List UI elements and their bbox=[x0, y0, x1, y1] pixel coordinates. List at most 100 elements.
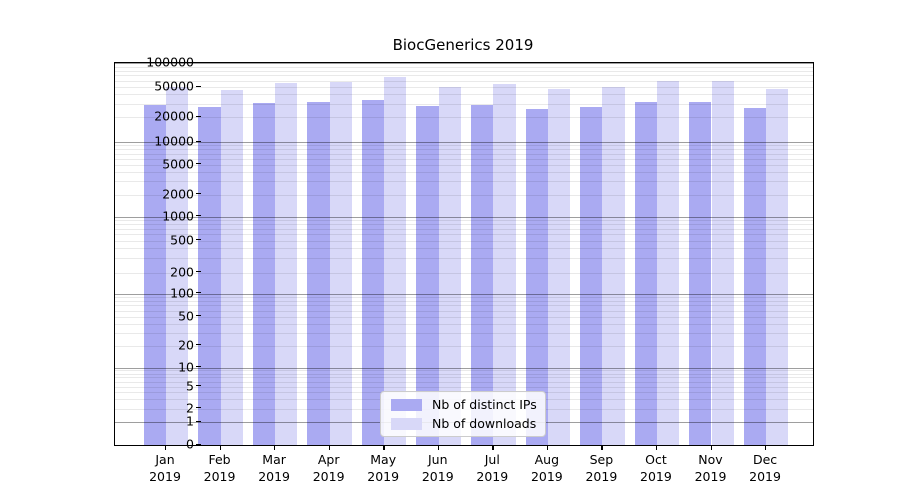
legend-label-distinct-ips: Nb of distinct IPs bbox=[432, 397, 537, 412]
gridline-80000 bbox=[115, 70, 813, 72]
y-tick-20000 bbox=[196, 115, 201, 117]
bar-mar-distinct-ips bbox=[252, 102, 276, 445]
y-tick-label-10: 10 bbox=[178, 359, 194, 374]
gridline-10000 bbox=[115, 142, 813, 143]
chart-title: BiocGenerics 2019 bbox=[392, 36, 534, 54]
gridline-800 bbox=[115, 224, 813, 226]
bar-dec-downloads bbox=[766, 89, 789, 445]
gridline-30000 bbox=[115, 103, 813, 105]
bar-apr-downloads bbox=[329, 82, 352, 445]
bar-sep-distinct-ips bbox=[580, 107, 603, 445]
gridline-100000 bbox=[115, 63, 813, 64]
bar-feb-distinct-ips bbox=[198, 107, 221, 445]
x-tick-aug bbox=[546, 445, 549, 450]
legend-swatch-downloads bbox=[391, 417, 422, 430]
x-tick-apr bbox=[328, 445, 331, 450]
gridline-80 bbox=[115, 300, 813, 302]
y-tick-0 bbox=[196, 443, 201, 445]
x-tick-jul bbox=[492, 445, 494, 450]
y-tick-10000 bbox=[196, 140, 201, 142]
x-tick-label-feb: Feb 2019 bbox=[203, 452, 236, 484]
bar-jun-downloads bbox=[438, 87, 462, 445]
bar-may-downloads bbox=[384, 77, 407, 445]
y-tick-label-10000: 10000 bbox=[154, 133, 194, 149]
gridline-7000 bbox=[115, 153, 813, 155]
x-tick-label-mar: Mar 2019 bbox=[258, 452, 290, 484]
gridline-20000 bbox=[115, 117, 813, 118]
y-tick-label-20000: 20000 bbox=[154, 108, 194, 124]
x-tick-label-jun: Jun 2019 bbox=[421, 452, 454, 484]
bar-jul-distinct-ips bbox=[471, 104, 494, 445]
bar-nov-downloads bbox=[711, 81, 734, 445]
gridline-7 bbox=[115, 377, 813, 379]
y-tick-2000 bbox=[196, 193, 201, 195]
gridline-8000 bbox=[115, 149, 813, 151]
x-tick-label-nov: Nov 2019 bbox=[694, 452, 727, 484]
x-tick-nov bbox=[710, 445, 712, 450]
x-tick-may bbox=[383, 445, 385, 450]
x-tick-label-dec: Dec 2019 bbox=[749, 452, 781, 484]
x-tick-label-jul: Jul 2019 bbox=[476, 452, 509, 484]
gridline-40000 bbox=[115, 94, 813, 96]
legend-item-downloads: Nb of downloads bbox=[381, 416, 545, 431]
y-tick-label-100: 100 bbox=[170, 285, 194, 300]
bar-oct-distinct-ips bbox=[634, 101, 657, 445]
y-tick-label-50: 50 bbox=[178, 308, 194, 323]
gridline-70 bbox=[115, 305, 813, 307]
x-tick-jun bbox=[437, 445, 440, 450]
y-tick-label-1: 1 bbox=[186, 413, 194, 429]
bar-aug-distinct-ips bbox=[525, 109, 548, 445]
x-tick-label-sep: Sep 2019 bbox=[585, 452, 618, 484]
gridline-4000 bbox=[115, 171, 813, 173]
gridline-5000 bbox=[115, 164, 813, 166]
gridline-30 bbox=[115, 332, 813, 334]
gridline-100 bbox=[115, 293, 813, 295]
gridline-2000 bbox=[115, 194, 813, 196]
y-tick-label-5000: 5000 bbox=[162, 156, 194, 171]
gridline-6 bbox=[115, 381, 813, 383]
x-tick-oct bbox=[655, 445, 658, 450]
plot-area bbox=[114, 62, 814, 446]
bar-oct-downloads bbox=[657, 81, 680, 445]
y-tick-label-20: 20 bbox=[178, 337, 194, 352]
gridline-9000 bbox=[115, 145, 813, 147]
bar-jun-distinct-ips bbox=[416, 106, 439, 445]
bar-jul-downloads bbox=[493, 84, 516, 445]
bar-mar-downloads bbox=[275, 82, 298, 445]
bar-aug-downloads bbox=[547, 88, 571, 445]
x-tick-mar bbox=[274, 445, 276, 450]
gridline-9 bbox=[115, 370, 813, 372]
x-tick-feb bbox=[219, 445, 221, 450]
x-tick-dec bbox=[765, 445, 767, 450]
x-tick-label-oct: Oct 2019 bbox=[640, 452, 672, 484]
y-tick-1 bbox=[196, 420, 201, 422]
gridline-400 bbox=[115, 248, 813, 250]
gridline-20 bbox=[115, 345, 813, 347]
y-tick-500 bbox=[196, 239, 201, 241]
legend-label-downloads: Nb of downloads bbox=[432, 416, 537, 431]
gridline-5 bbox=[115, 386, 813, 388]
x-tick-label-may: May 2019 bbox=[367, 452, 400, 484]
y-tick-200 bbox=[196, 271, 201, 273]
bar-may-distinct-ips bbox=[361, 100, 385, 445]
x-tick-sep bbox=[601, 445, 603, 450]
gridline-3000 bbox=[115, 181, 813, 183]
legend-swatch-distinct-ips bbox=[391, 398, 422, 411]
gridline-500 bbox=[115, 240, 813, 242]
bar-apr-distinct-ips bbox=[307, 102, 330, 445]
gridline-200 bbox=[115, 272, 813, 274]
legend-box: Nb of distinct IPs Nb of downloads bbox=[380, 391, 546, 437]
y-tick-100 bbox=[196, 292, 201, 294]
gridline-60000 bbox=[115, 80, 813, 82]
gridline-90000 bbox=[115, 66, 813, 68]
gridline-300 bbox=[115, 258, 813, 260]
gridline-60 bbox=[115, 310, 813, 312]
gridline-900 bbox=[115, 220, 813, 222]
y-tick-label-50000: 50000 bbox=[154, 78, 194, 94]
y-tick-100000 bbox=[196, 61, 201, 63]
gridline-700 bbox=[115, 228, 813, 230]
legend-item-distinct-ips: Nb of distinct IPs bbox=[381, 397, 545, 412]
gridline-8 bbox=[115, 373, 813, 375]
y-tick-label-0: 0 bbox=[186, 436, 194, 452]
y-tick-50 bbox=[196, 315, 201, 317]
